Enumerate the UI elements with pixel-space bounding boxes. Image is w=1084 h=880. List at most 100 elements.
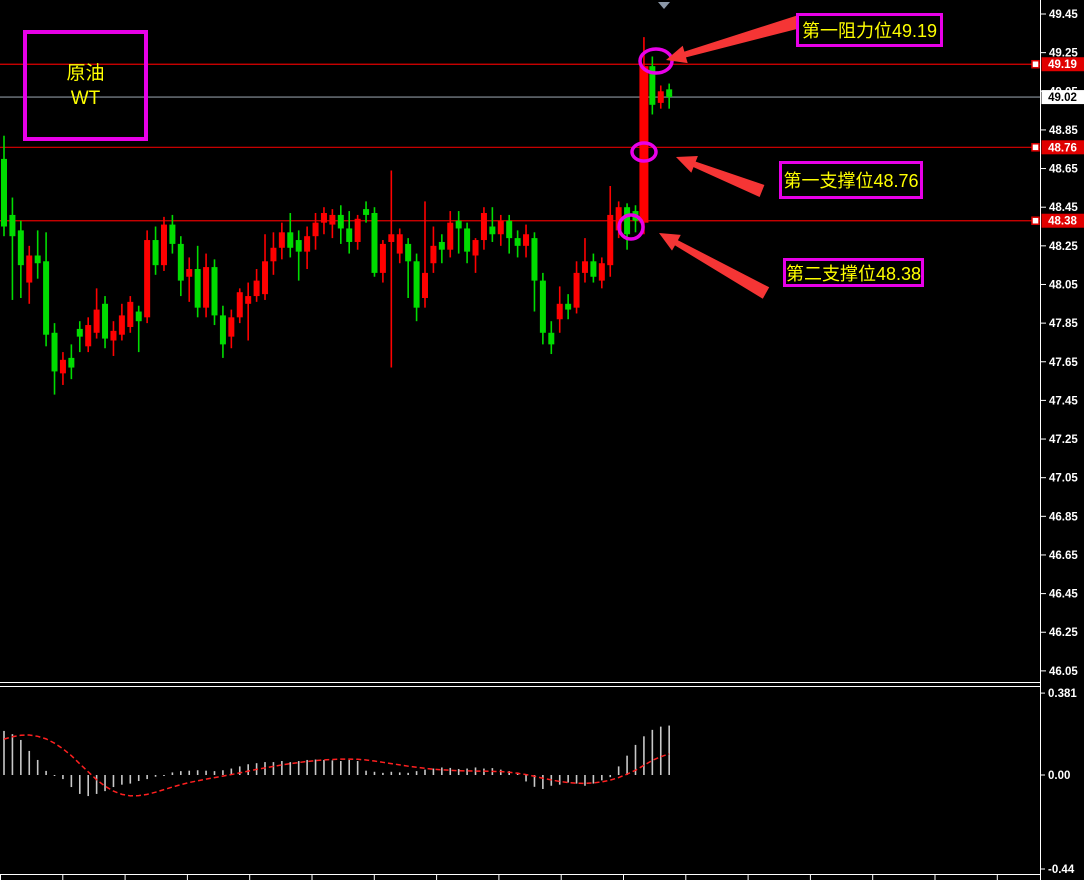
candle-body <box>9 214 16 237</box>
candle-body <box>160 224 167 266</box>
candle-body <box>194 269 201 308</box>
histogram-bar <box>382 772 384 775</box>
candle-body <box>253 280 260 297</box>
highlight-circle-support2[interactable] <box>617 213 645 241</box>
price-axis-tick-label: 48.45 <box>1049 202 1078 214</box>
candle-body <box>531 238 538 281</box>
price-axis-tick-label: 49.45 <box>1049 9 1078 21</box>
histogram-bar <box>28 750 31 775</box>
candle-body <box>337 214 344 229</box>
candle-body <box>228 317 235 337</box>
histogram-bar <box>348 759 351 775</box>
histogram-bar <box>289 762 292 775</box>
histogram-bar <box>213 771 216 775</box>
candle-body <box>186 269 193 277</box>
candle-body <box>135 311 142 322</box>
indicator-axis-label: 0.00 <box>1048 770 1070 782</box>
candle-body <box>34 255 41 264</box>
histogram-bar <box>62 775 64 780</box>
candle-body <box>169 224 176 244</box>
indicator-axis-label: -0.44 <box>1048 864 1075 876</box>
histogram-bar <box>575 775 578 784</box>
histogram-bar <box>457 768 460 775</box>
price-axis-tick-label: 47.25 <box>1049 434 1078 446</box>
histogram-bar <box>112 775 115 788</box>
candle-body <box>447 222 454 250</box>
highlight-circle-resistance1[interactable] <box>638 47 674 75</box>
histogram-bar <box>558 775 561 785</box>
price-axis-tick-label: 46.45 <box>1049 589 1078 601</box>
histogram-bar <box>87 775 89 797</box>
candle-body <box>489 226 496 235</box>
price-axis-tick-label: 46.65 <box>1049 550 1078 562</box>
histogram-bar <box>70 775 73 788</box>
candle-body <box>68 357 75 368</box>
price-axis-tick-label: 46.25 <box>1049 627 1078 639</box>
price-axis-tick-label: 48.25 <box>1049 241 1078 253</box>
candle-body <box>565 303 572 310</box>
price-tag-support1 <box>1041 140 1084 155</box>
histogram-bar <box>592 775 595 784</box>
histogram-bar <box>247 764 249 775</box>
histogram-bar <box>356 761 359 775</box>
candle-body <box>388 234 395 242</box>
histogram-bar <box>373 771 376 775</box>
candle-body <box>405 243 412 262</box>
histogram-bar <box>415 771 418 775</box>
candle-body <box>76 328 83 337</box>
price-tag-support2 <box>1041 213 1084 228</box>
histogram-bar <box>525 775 527 782</box>
candle-body <box>236 292 243 318</box>
price-axis-tick-label: 49.25 <box>1049 48 1078 60</box>
arrow-to-support2[interactable] <box>659 233 770 299</box>
candle-body <box>102 303 109 339</box>
histogram-bar <box>20 739 22 775</box>
candle-body <box>144 240 151 318</box>
candle-body <box>379 243 386 273</box>
histogram-bar <box>45 770 47 775</box>
candle-body <box>295 240 302 252</box>
histogram-bar <box>180 771 182 775</box>
candle-body <box>497 220 504 235</box>
histogram-bar <box>104 775 106 792</box>
histogram-bar <box>533 775 536 787</box>
price-axis-tick-label: 47.65 <box>1049 357 1078 369</box>
histogram-bar <box>154 775 157 777</box>
histogram-bar <box>668 725 670 775</box>
histogram-bar <box>398 772 401 775</box>
candle-body <box>396 234 403 254</box>
price-axis-tick-label: 46.05 <box>1049 666 1078 678</box>
candle-body <box>354 218 361 242</box>
support2-label[interactable]: 第二支撑位48.38 <box>783 258 924 287</box>
candle-body <box>472 240 479 256</box>
support1-label[interactable]: 第一支撑位48.76 <box>779 161 923 199</box>
histogram-bar <box>196 770 199 775</box>
candle-body <box>17 230 24 266</box>
candle-body <box>556 303 563 320</box>
candle-body <box>581 261 588 273</box>
histogram-bar <box>78 775 81 794</box>
indicator-axis-label: 0.381 <box>1048 688 1077 700</box>
candle-body <box>219 315 226 345</box>
histogram-bar <box>137 775 140 782</box>
candle-body <box>287 232 294 248</box>
candle-body <box>480 212 487 241</box>
highlight-circle-support1[interactable] <box>630 141 658 163</box>
histogram-bar <box>617 766 620 775</box>
price-tag-resistance1 <box>1041 57 1084 72</box>
histogram-bar <box>171 772 174 775</box>
candle-body <box>203 267 210 308</box>
histogram-bar <box>323 759 325 775</box>
price-axis-tick-label: 46.85 <box>1049 511 1078 523</box>
resistance1-label[interactable]: 第一阻力位49.19 <box>796 13 943 47</box>
price-tag-support2-text: 48.38 <box>1048 216 1077 228</box>
instrument-label-box[interactable]: 原油 WT <box>23 30 148 141</box>
candle-body <box>598 263 605 281</box>
arrow-to-support1[interactable] <box>676 156 765 197</box>
histogram-bar <box>95 775 98 794</box>
arrow-to-resistance1[interactable] <box>666 15 800 64</box>
price-tag-resistance1-text: 49.19 <box>1048 59 1077 71</box>
histogram-bar <box>609 775 612 778</box>
candle-body <box>649 66 656 105</box>
